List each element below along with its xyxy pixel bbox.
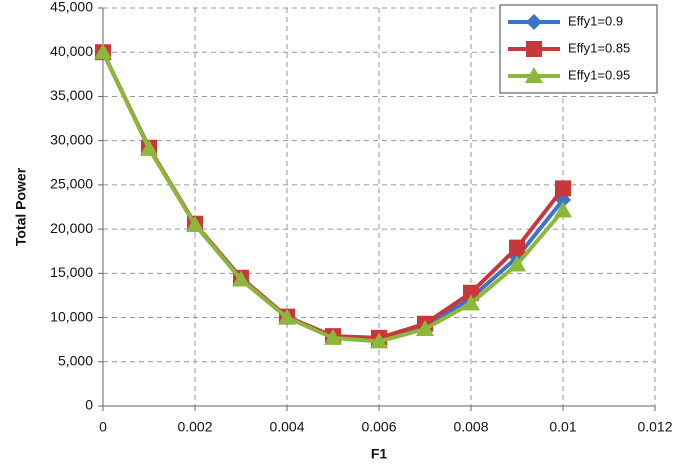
- marker: [94, 43, 112, 60]
- x-tick-label: 0.004: [269, 419, 304, 435]
- y-tick-label: 10,000: [50, 308, 93, 324]
- marker: [555, 180, 571, 197]
- x-tick-label: 0: [99, 419, 107, 435]
- marker: [554, 201, 572, 218]
- y-tick-label: 35,000: [50, 87, 93, 103]
- marker: [463, 284, 479, 301]
- y-tick-label: 5,000: [58, 352, 93, 368]
- marker: [526, 41, 542, 57]
- x-tick-label: 0.01: [549, 419, 576, 435]
- y-tick-label: 25,000: [50, 176, 93, 192]
- x-tick-label: 0.008: [453, 419, 488, 435]
- marker: [462, 294, 480, 311]
- y-axis-label: Total Power: [13, 167, 29, 246]
- series-line: [101, 51, 565, 342]
- legend-label: Effy1=0.85: [568, 40, 630, 55]
- series-line: [101, 51, 565, 340]
- x-axis-label: F1: [371, 446, 388, 462]
- marker: [508, 255, 526, 272]
- marker: [186, 215, 204, 232]
- marker: [140, 139, 158, 156]
- x-tick-label: 0.002: [177, 419, 212, 435]
- marker: [416, 320, 434, 337]
- marker: [232, 270, 250, 287]
- legend-label: Effy1=0.95: [568, 67, 630, 82]
- y-tick-label: 45,000: [50, 0, 93, 15]
- y-tick-label: 0: [85, 397, 93, 413]
- series-line: [101, 51, 565, 344]
- marker: [370, 332, 388, 349]
- y-tick-label: 30,000: [50, 131, 93, 147]
- y-tick-label: 40,000: [50, 43, 93, 59]
- x-tick-label: 0.012: [637, 419, 672, 435]
- y-tick-label: 20,000: [50, 220, 93, 236]
- x-tick-label: 0.006: [361, 419, 396, 435]
- marker: [525, 67, 543, 83]
- marker: [324, 328, 342, 345]
- legend-label: Effy1=0.9: [568, 13, 623, 28]
- marker: [526, 14, 542, 30]
- marker: [509, 239, 525, 256]
- marker: [278, 308, 296, 325]
- y-tick-label: 15,000: [50, 264, 93, 280]
